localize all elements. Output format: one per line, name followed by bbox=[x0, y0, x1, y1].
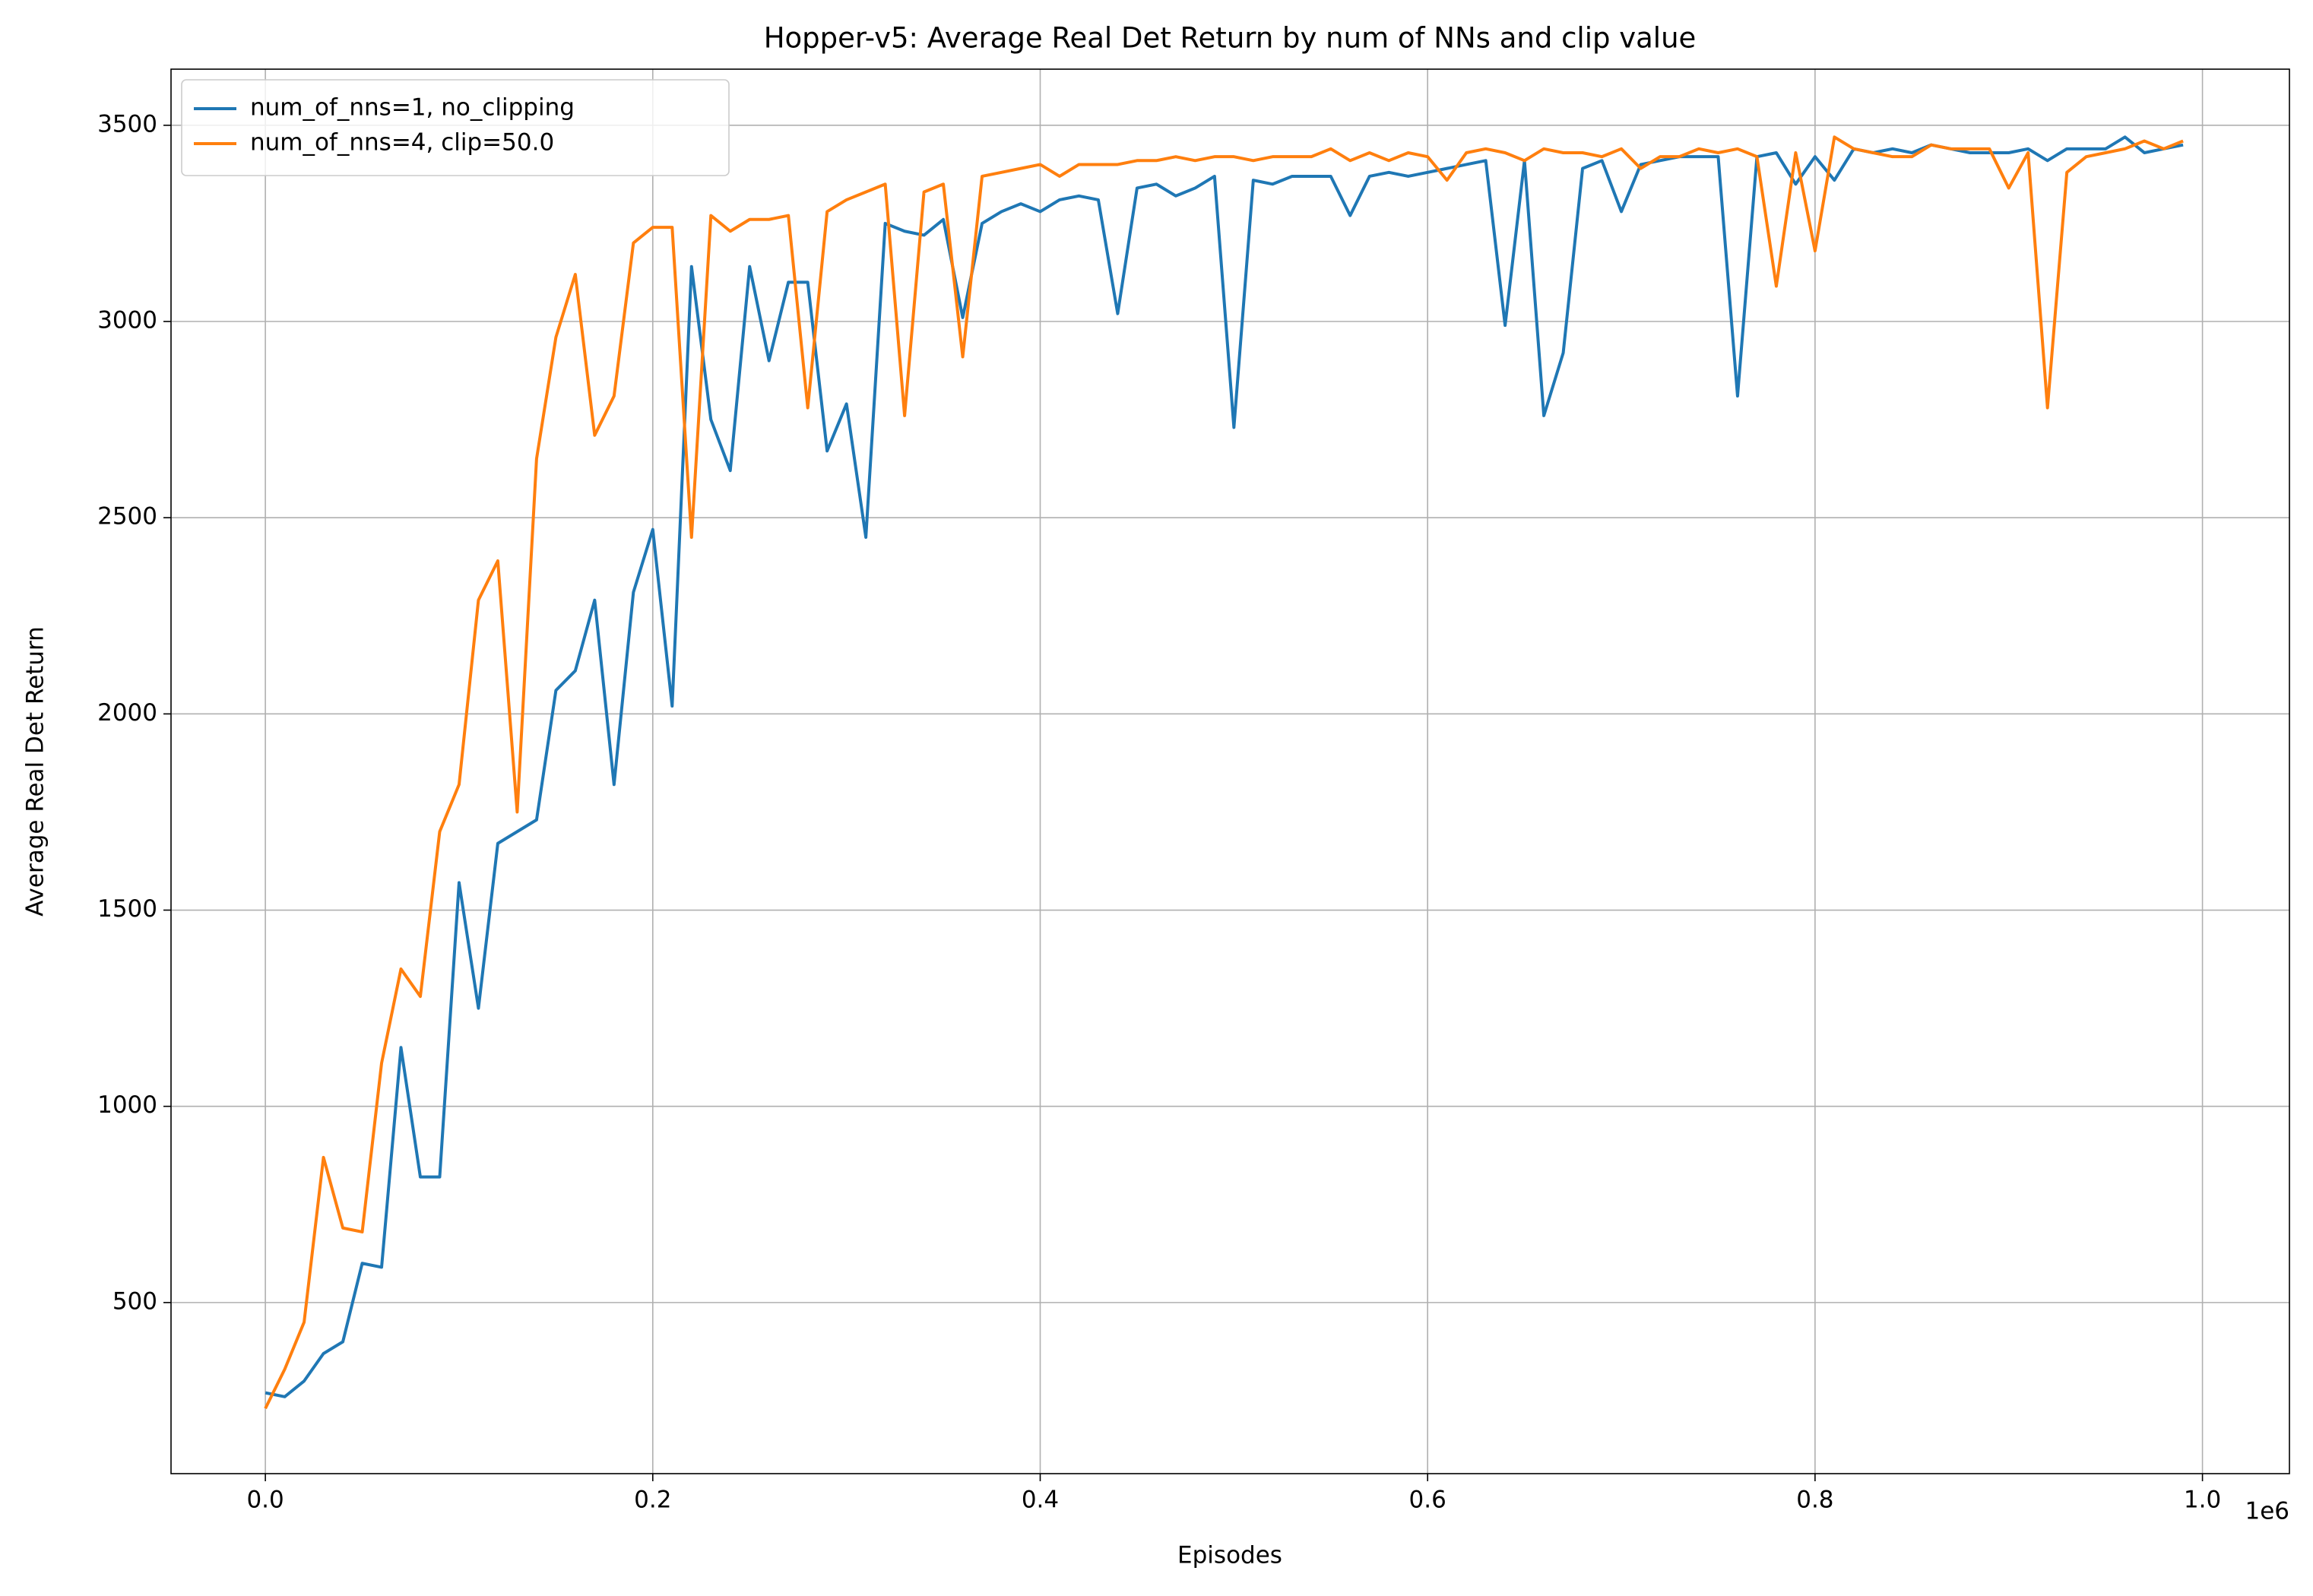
y-tick-label: 500 bbox=[112, 1287, 157, 1315]
x-tick-label: 0.2 bbox=[634, 1487, 671, 1514]
y-tick-label: 3500 bbox=[97, 110, 157, 138]
data-line bbox=[264, 135, 2184, 1410]
legend-label: num_of_nns=4, clip=50.0 bbox=[250, 129, 554, 157]
x-tick-label: 0.8 bbox=[1796, 1487, 1833, 1514]
x-tick-label: 1.0 bbox=[2184, 1487, 2221, 1514]
y-tick-label: 2000 bbox=[97, 699, 157, 727]
x-tick-label: 0.4 bbox=[1022, 1487, 1059, 1514]
x-offset-label: 1e6 bbox=[2245, 1498, 2289, 1525]
legend-label: num_of_nns=1, no_clipping bbox=[250, 94, 575, 122]
x-axis-label: Episodes bbox=[1177, 1542, 1282, 1569]
legend: num_of_nns=1, no_clipping num_of_nns=4, c… bbox=[181, 79, 730, 176]
y-tick-label: 2500 bbox=[97, 503, 157, 530]
x-tick-label: 0.6 bbox=[1409, 1487, 1446, 1514]
legend-box bbox=[181, 79, 730, 176]
y-axis-label: Average Real Det Return bbox=[22, 626, 49, 917]
y-tick-label: 3000 bbox=[97, 307, 157, 334]
y-tick-label: 1000 bbox=[97, 1091, 157, 1119]
chart-title: Hopper-v5: Average Real Det Return by nu… bbox=[764, 22, 1697, 55]
y-tick-label: 1500 bbox=[97, 895, 157, 923]
plot-frame bbox=[170, 68, 2290, 1474]
x-tick-label: 0.0 bbox=[246, 1487, 284, 1514]
